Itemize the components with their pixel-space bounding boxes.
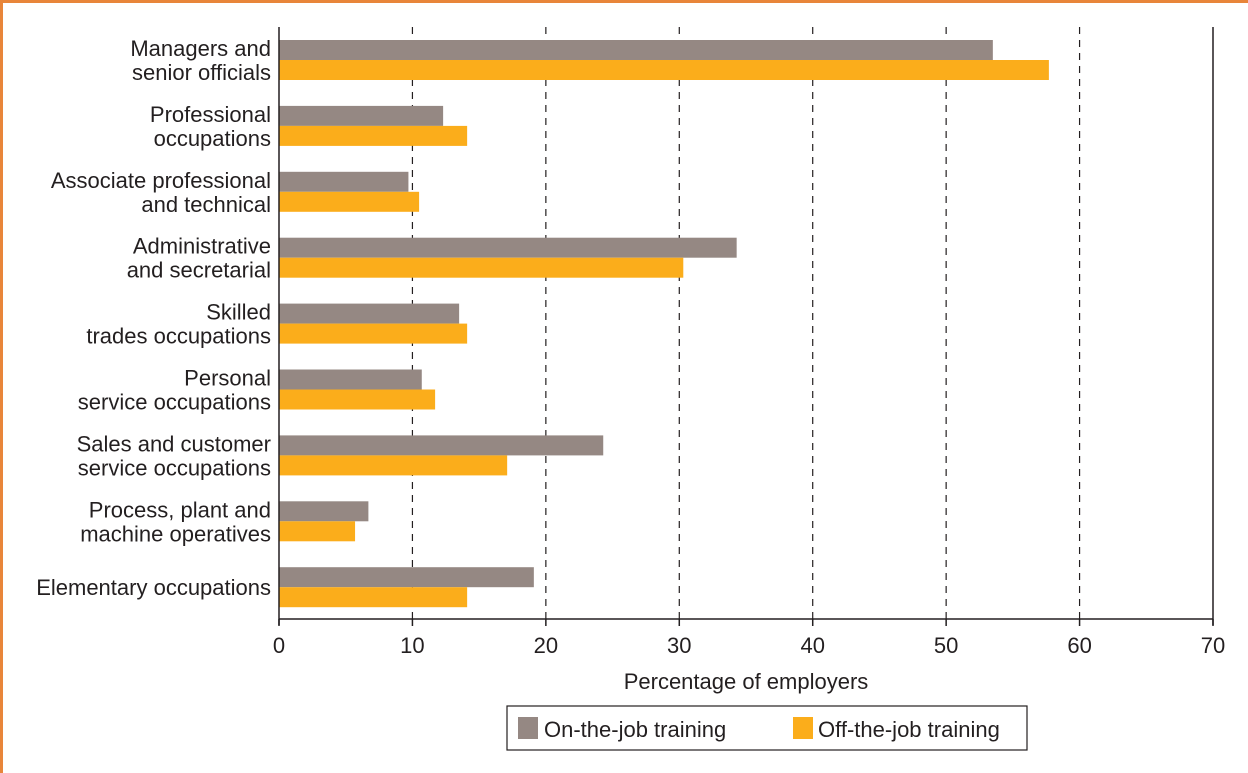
x-tick-label: 50 [934,633,958,658]
bar-off-the-job [279,125,468,146]
bar-on-the-job [279,567,534,588]
x-tick-label: 60 [1067,633,1091,658]
category-label: Associate professional and technical [51,168,271,217]
bar-on-the-job [279,105,444,126]
x-tick-label: 0 [273,633,285,658]
category-label: Skilled trades occupations [86,300,271,349]
bar-off-the-job [279,323,468,344]
category-labels: Managers and senior officials Professional… [36,36,271,600]
bar-on-the-job [279,303,460,324]
category-label: Professional occupations [150,102,271,151]
bar-on-the-job [279,40,993,60]
legend-label: On-the-job training [544,717,726,742]
bar-off-the-job [279,455,508,476]
bar-on-the-job [279,237,737,258]
bar-off-the-job [279,389,436,410]
legend-label: Off-the-job training [818,717,1000,742]
category-label: Managers and senior officials [130,36,271,85]
bar-off-the-job [279,521,356,542]
bar-off-the-job [279,587,468,608]
legend-swatch [793,717,813,739]
category-label: Sales and customer service occupations [77,431,271,480]
bar-on-the-job [279,171,409,192]
x-tick-labels: 0 10 20 30 40 50 60 70 [273,633,1225,658]
gridlines [411,27,1081,619]
category-label: Elementary occupations [36,575,271,600]
x-tick-label: 10 [400,633,424,658]
bars [279,40,1049,608]
category-label: Process, plant and machine operatives [80,497,271,546]
x-tick-label: 40 [800,633,824,658]
bar-off-the-job [279,60,1049,80]
bar-on-the-job [279,369,422,390]
bar-off-the-job [279,191,420,212]
bar-on-the-job [279,501,369,522]
legend-swatch [518,717,538,739]
x-tick-label: 30 [667,633,691,658]
bar-off-the-job [279,257,684,278]
x-axis-title: Percentage of employers [624,669,869,694]
axes [278,27,1214,626]
bar-on-the-job [279,435,604,456]
category-label: Administrative and secretarial [127,234,271,283]
legend: On-the-job training Off-the-job training [506,705,1028,751]
category-label: Personal service occupations [78,366,271,415]
x-tick-label: 20 [534,633,558,658]
x-tick-label: 70 [1201,633,1225,658]
legend-box [506,705,1028,751]
